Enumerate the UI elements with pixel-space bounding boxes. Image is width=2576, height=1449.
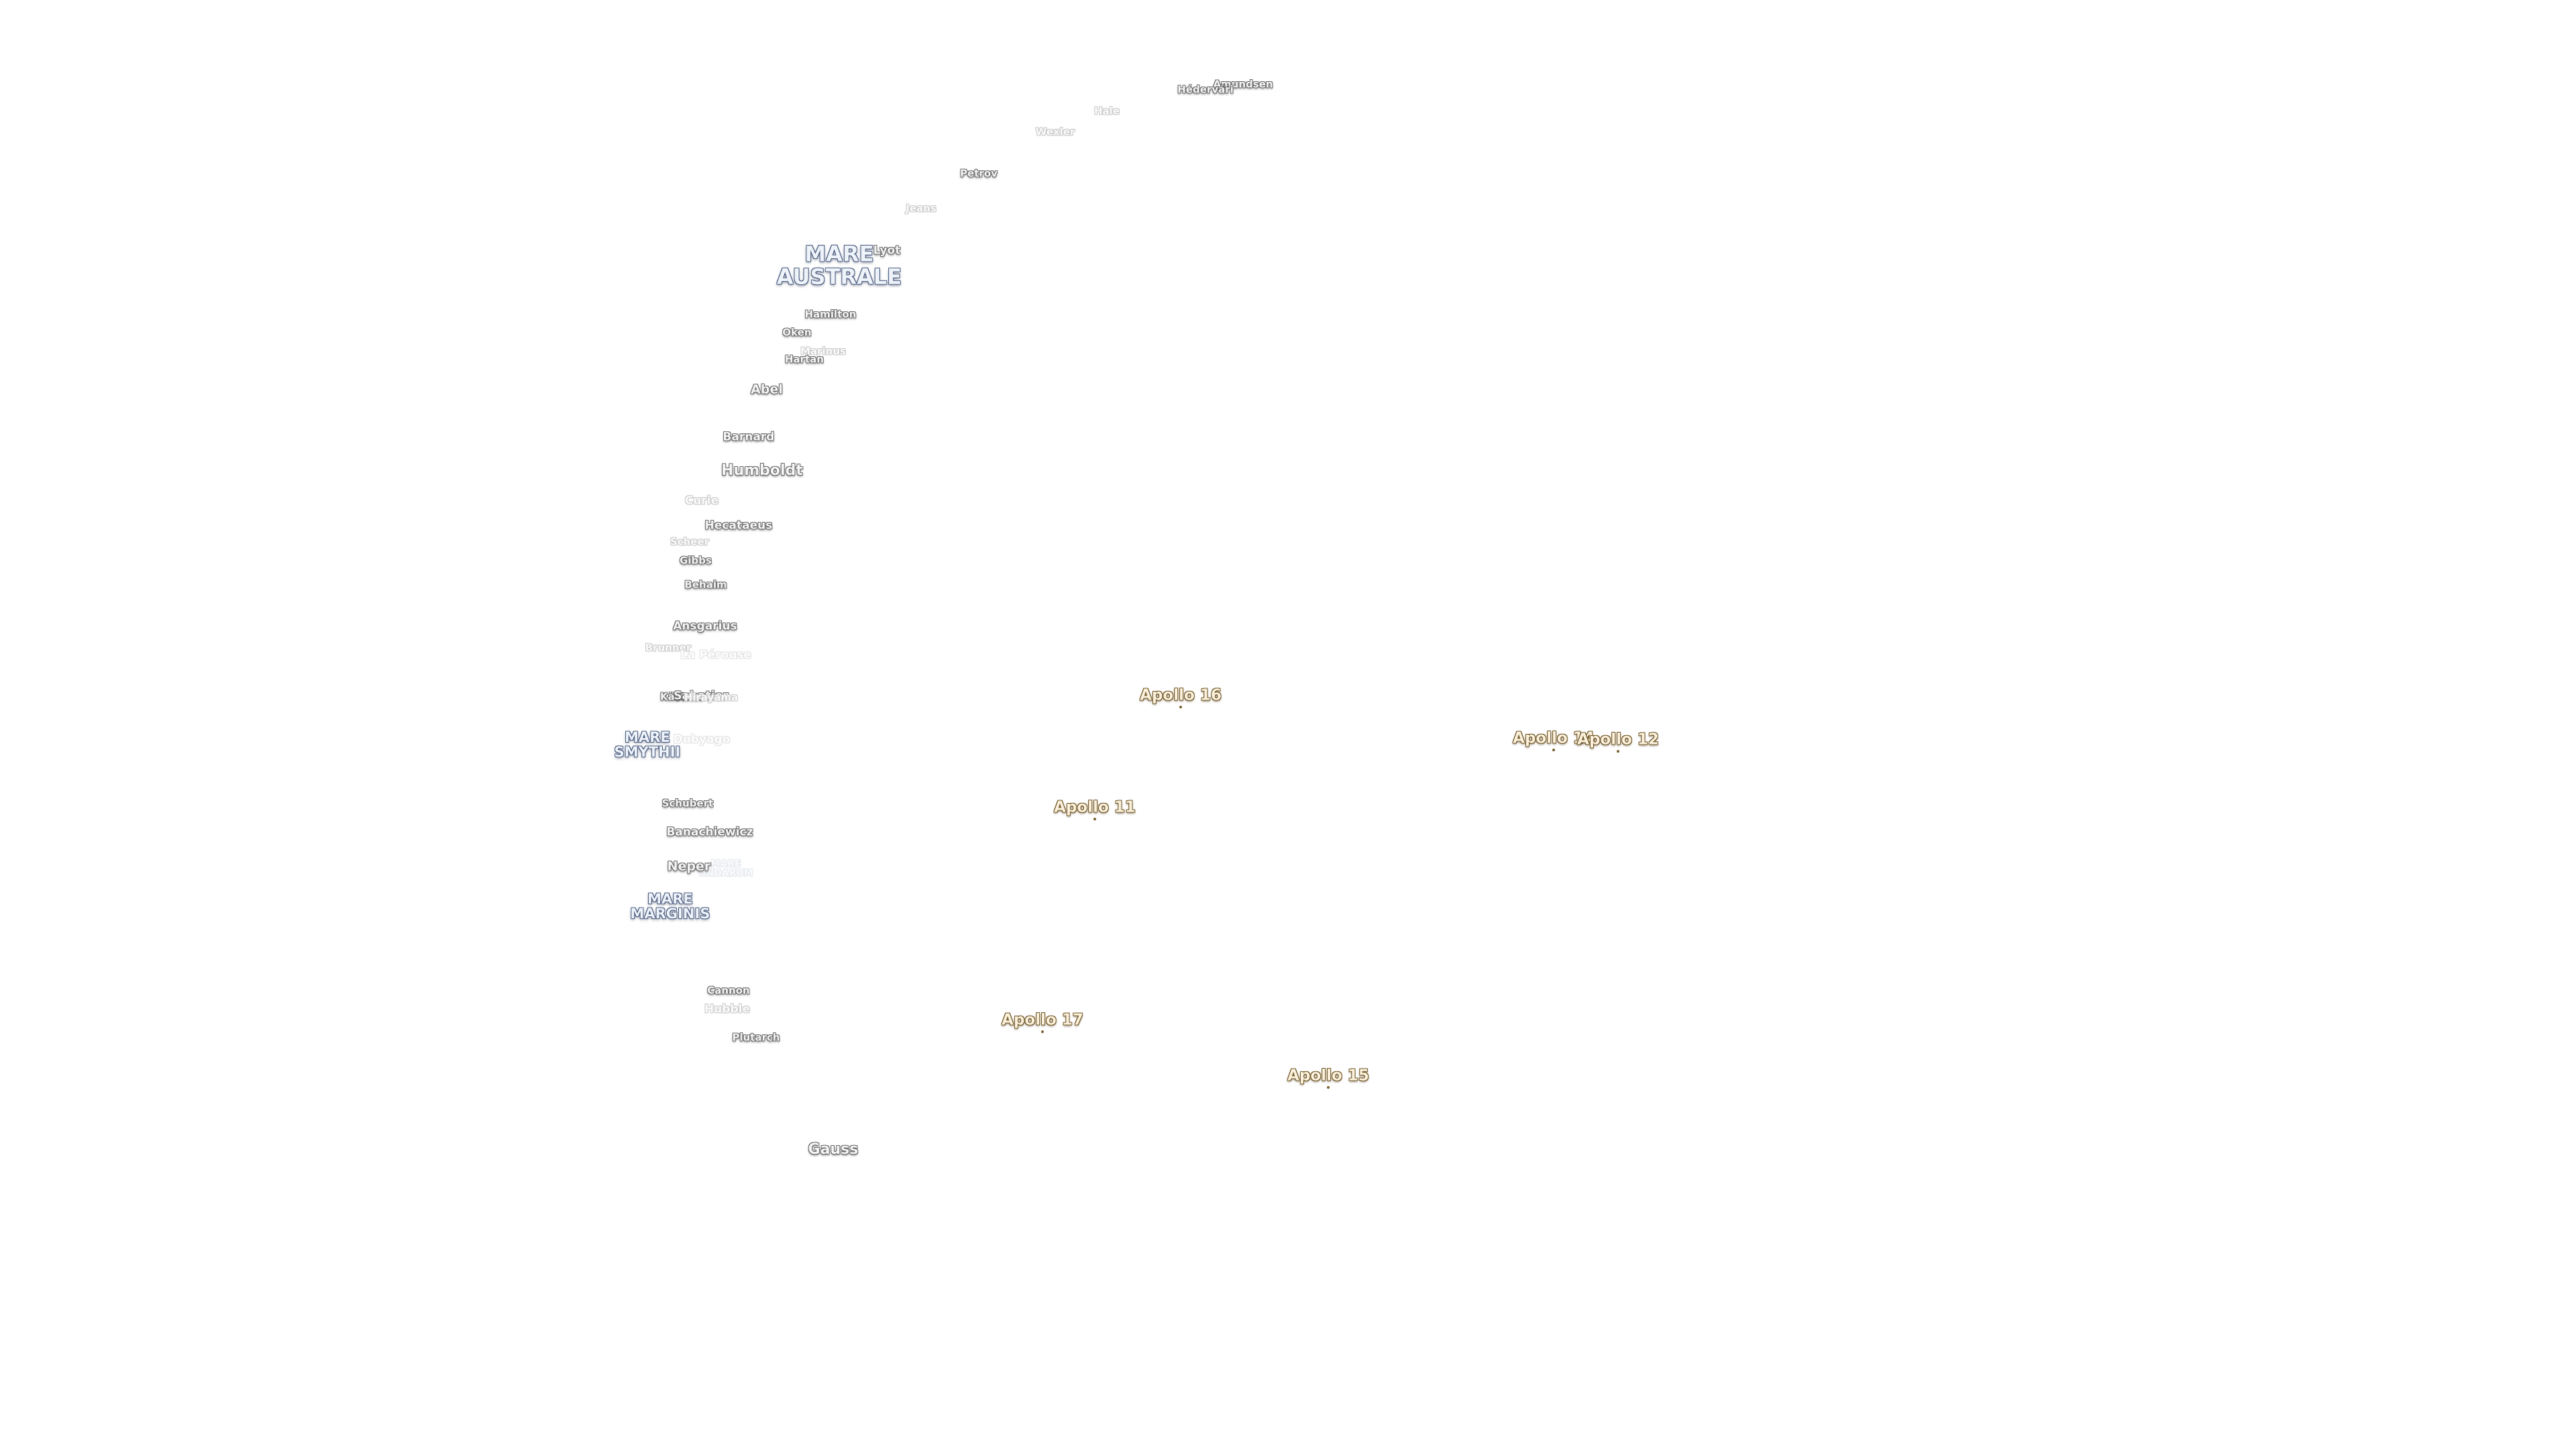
crater-label: Hirayama bbox=[684, 691, 739, 704]
mare-smythii-line-2: SMYTHII bbox=[614, 744, 681, 760]
mare-marginis-line-2: MARGINIS bbox=[630, 906, 710, 922]
crater-label: Behaim bbox=[684, 578, 727, 591]
crater-label: Oken bbox=[782, 326, 812, 339]
mare-smythii-line-1: MARE bbox=[625, 729, 670, 745]
crater-label: Hamilton bbox=[804, 308, 857, 321]
crater-label: Cannon bbox=[707, 984, 750, 997]
crater-label: Humboldt bbox=[721, 462, 803, 479]
apollo-17-marker bbox=[1041, 1030, 1044, 1033]
crater-label: Amundsen bbox=[1213, 78, 1273, 91]
crater-label: Hartan bbox=[784, 353, 824, 366]
crater-label: Hédervári bbox=[1177, 83, 1234, 96]
crater-label: Jeans bbox=[906, 202, 936, 215]
apollo-14-marker bbox=[1552, 749, 1555, 751]
crater-label: Hale bbox=[1094, 105, 1120, 117]
apollo-16-label[interactable]: Apollo 16 bbox=[1140, 686, 1222, 704]
crater-label: Lyot bbox=[873, 244, 901, 258]
crater-label: Marinus bbox=[800, 345, 846, 358]
mare-australe-line-1: MARE bbox=[804, 241, 874, 267]
crater-label: Schubert bbox=[661, 797, 714, 810]
mare-australe-label: MARE AUSTRALE bbox=[777, 243, 902, 288]
crater-label: Banachiewicz bbox=[666, 825, 753, 839]
crater-label: Hecataeus bbox=[704, 519, 773, 533]
crater-label: Curie bbox=[684, 494, 719, 508]
mare-smythii-label: MARE SMYTHII bbox=[614, 730, 681, 759]
apollo-14-label[interactable]: Apollo 14 bbox=[1513, 729, 1595, 747]
mare-undarum-line-2: UNDARUM bbox=[698, 868, 753, 879]
apollo-12-label[interactable]: Apollo 12 bbox=[1577, 731, 1659, 749]
apollo-17-label[interactable]: Apollo 17 bbox=[1002, 1011, 1083, 1029]
crater-label: La Pérouse bbox=[680, 648, 752, 662]
crater-label: Plutarch bbox=[732, 1031, 780, 1044]
crater-label: Neper bbox=[667, 859, 711, 874]
crater-label: Scheer bbox=[669, 535, 710, 548]
mare-marginis-line-1: MARE bbox=[647, 890, 693, 907]
apollo-15-label[interactable]: Apollo 15 bbox=[1287, 1067, 1369, 1085]
crater-label: Sabatier bbox=[674, 689, 729, 703]
mare-undarum-line-1: MARE bbox=[710, 859, 741, 869]
crater-label: Ansgarius bbox=[673, 619, 737, 633]
apollo-15-marker bbox=[1327, 1086, 1330, 1089]
apollo-11-marker bbox=[1093, 818, 1096, 820]
crater-label: Gauss bbox=[808, 1141, 859, 1158]
crater-label: Kästner bbox=[659, 690, 705, 703]
apollo-16-marker bbox=[1179, 706, 1182, 708]
apollo-12-marker bbox=[1617, 750, 1619, 753]
crater-label: Wexler bbox=[1035, 125, 1075, 138]
mare-undarum-label: MARE UNDARUM bbox=[698, 859, 753, 878]
crater-label: Barnard bbox=[722, 430, 775, 444]
crater-label: Petrov bbox=[960, 167, 998, 180]
apollo-11-label[interactable]: Apollo 11 bbox=[1054, 798, 1136, 816]
mare-marginis-label: MARE MARGINIS bbox=[631, 892, 710, 921]
mare-australe-line-2: AUSTRALE bbox=[776, 264, 902, 289]
crater-label: Hubble bbox=[704, 1002, 751, 1016]
crater-label: Dubyago bbox=[673, 733, 731, 747]
crater-label: Gibbs bbox=[680, 554, 712, 567]
crater-label: Brunner bbox=[645, 641, 692, 654]
crater-label: Abel bbox=[751, 382, 783, 397]
